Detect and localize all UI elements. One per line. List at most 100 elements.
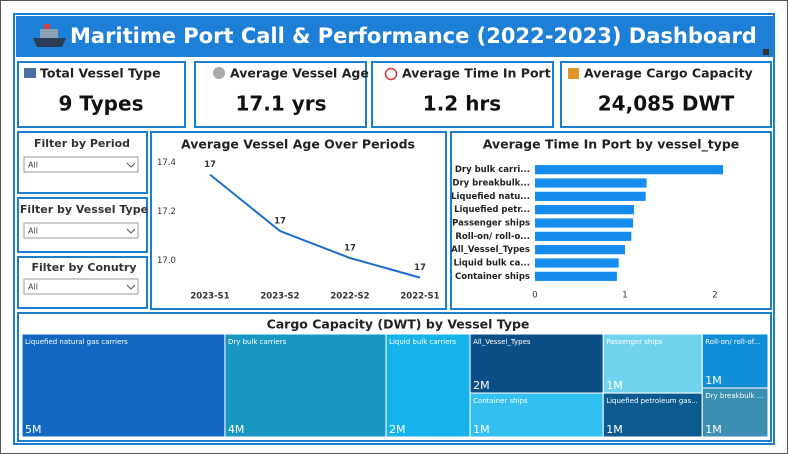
tile-value: 4M [228, 423, 245, 436]
treemap-tile [224, 333, 387, 438]
kpi-card [17, 61, 186, 128]
chart-title: Cargo Capacity (DWT) by Vessel Type [267, 317, 530, 332]
kpi-label: Average Time In Port [402, 66, 551, 81]
data-label: 17 [344, 244, 356, 254]
data-label: 17 [414, 263, 426, 273]
dropdown-arrow [126, 284, 136, 290]
treemap-tile [469, 392, 604, 438]
dropdown[interactable]: All [23, 222, 139, 239]
data-label: 17 [204, 160, 216, 170]
kpi-icon [213, 67, 225, 79]
bar [535, 231, 632, 241]
dropdown-box[interactable] [23, 156, 139, 173]
bar [535, 258, 619, 268]
tile-label: Roll-on/ roll-of... [705, 338, 760, 346]
chart-panel [150, 131, 447, 310]
kpi-card [560, 61, 772, 128]
tile-label: Liquefied petroleum gas... [606, 397, 698, 405]
y-tick-label: Dry bulk carri... [455, 165, 530, 175]
tile-label: All_Vessel_Types [473, 338, 531, 346]
x-tick-label: 2023-S1 [190, 292, 229, 302]
dropdown-arrow [126, 228, 136, 234]
header-title: Maritime Port Call & Performance (2022-2… [70, 24, 757, 48]
tile-value: 1M [473, 423, 490, 436]
y-tick-label: 17.4 [157, 158, 176, 168]
dropdown-box[interactable] [23, 278, 139, 295]
header-bar [16, 16, 773, 57]
tile-label: Dry bulk carriers [228, 338, 287, 346]
x-tick-label: 2 [712, 291, 717, 301]
kpi-icon [384, 67, 398, 81]
bar [535, 205, 634, 215]
data-label: 17 [274, 217, 286, 227]
y-tick-label: Liquefied natu... [451, 192, 530, 202]
dropdown-value: All [28, 283, 38, 292]
bar [535, 245, 625, 255]
bar [535, 218, 634, 228]
kpi-card [371, 61, 554, 128]
bar [535, 191, 646, 201]
kpi-value: 9 Types [59, 92, 144, 116]
x-tick-label: 0 [532, 291, 537, 301]
y-tick-label: Dry breakbulk... [452, 179, 530, 189]
kpi-value: 1.2 hrs [423, 92, 501, 116]
filter-label: Filter by Vessel Type [20, 203, 148, 216]
y-tick-label: Liquefied petr... [454, 205, 530, 215]
kpi-value: 17.1 yrs [235, 92, 326, 116]
y-tick-label: All_Vessel_Types [451, 245, 530, 255]
treemap-tile [385, 333, 471, 438]
kpi-icon [568, 68, 579, 79]
kpi-card [194, 61, 367, 128]
tile-value: 1M [705, 423, 722, 436]
dropdown-box[interactable] [23, 222, 139, 239]
dropdown-value: All [28, 161, 38, 170]
dropdown[interactable]: All [23, 156, 139, 173]
y-tick-label: Roll-on/ roll-o... [455, 232, 530, 242]
dropdown-arrow [126, 162, 136, 168]
tile-value: 5M [25, 423, 42, 436]
tile-label: Passenger ships [606, 338, 663, 346]
treemap-tile [701, 333, 769, 389]
bar [535, 178, 647, 188]
tile-value: 2M [389, 423, 406, 436]
treemap-tile [602, 333, 703, 394]
line [209, 173, 421, 279]
x-tick-label: 2022-S1 [400, 292, 439, 302]
x-tick-label: 2022-S2 [330, 292, 369, 302]
kpi-label: Total Vessel Type [40, 66, 161, 81]
tile-label: Dry breakbulk ... [705, 392, 763, 400]
ship-icon [33, 24, 66, 47]
y-tick-label: Liquid bulk ca... [453, 259, 530, 269]
bar [535, 165, 724, 175]
tile-value: 1M [606, 379, 623, 392]
treemap-tile [701, 387, 769, 438]
tile-value: 2M [473, 379, 490, 392]
tile-label: Liquid bulk carriers [389, 338, 456, 346]
tile-label: Container ships [473, 397, 528, 405]
kpi-value: 24,085 DWT [598, 92, 735, 116]
x-tick-label: 2023-S2 [260, 292, 299, 302]
dropdown[interactable]: All [23, 278, 139, 295]
treemap-tile [469, 333, 604, 394]
y-tick-label: Passenger ships [452, 219, 530, 229]
treemap-tile [21, 333, 226, 438]
filter-label: Filter by Conutry [31, 261, 136, 274]
treemap-tile [602, 392, 703, 438]
chart-title: Average Time In Port by vessel_type [483, 137, 740, 153]
kpi-label: Average Vessel Age [230, 66, 369, 81]
y-tick-label: 17.0 [157, 256, 176, 266]
dropdown-value: All [28, 227, 38, 236]
y-tick-label: Container ships [455, 272, 530, 282]
chart-title: Average Vessel Age Over Periods [181, 137, 415, 152]
kpi-icon [24, 68, 36, 78]
focus-icon [763, 49, 769, 55]
tile-label: Liquefied natural gas carriers [25, 338, 128, 346]
kpi-label: Average Cargo Capacity [584, 66, 753, 81]
filter-label: Filter by Period [34, 137, 130, 150]
y-tick-label: 17.2 [157, 207, 176, 217]
tile-value: 1M [705, 374, 722, 387]
x-tick-label: 1 [622, 291, 627, 301]
bar [535, 271, 617, 281]
tile-value: 1M [606, 423, 623, 436]
